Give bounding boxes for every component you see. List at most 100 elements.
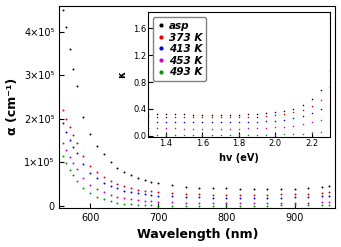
493 K	[108, 200, 113, 203]
413 K	[95, 177, 99, 180]
453 K	[183, 201, 188, 204]
493 K	[238, 204, 242, 207]
asp	[64, 26, 68, 29]
373 K	[136, 188, 140, 191]
493 K	[136, 203, 140, 206]
413 K	[129, 191, 133, 194]
413 K	[265, 196, 269, 199]
413 K	[102, 181, 106, 184]
373 K	[64, 117, 68, 120]
493 K	[170, 204, 174, 207]
453 K	[74, 167, 78, 170]
413 K	[197, 196, 201, 199]
413 K	[252, 196, 256, 199]
373 K	[88, 164, 92, 167]
493 K	[265, 204, 269, 207]
373 K	[211, 193, 215, 196]
413 K	[122, 189, 126, 192]
493 K	[279, 204, 283, 207]
453 K	[81, 177, 85, 180]
413 K	[115, 187, 119, 190]
493 K	[183, 204, 188, 207]
453 K	[64, 149, 68, 152]
493 K	[88, 192, 92, 195]
413 K	[183, 196, 188, 199]
413 K	[68, 138, 72, 141]
asp	[170, 184, 174, 187]
413 K	[279, 196, 283, 199]
asp	[115, 166, 119, 169]
373 K	[320, 191, 324, 194]
asp	[71, 67, 75, 70]
413 K	[143, 193, 147, 196]
493 K	[327, 203, 331, 206]
asp	[108, 161, 113, 164]
453 K	[211, 202, 215, 205]
453 K	[102, 191, 106, 194]
373 K	[71, 134, 75, 137]
413 K	[293, 196, 297, 199]
493 K	[129, 203, 133, 206]
493 K	[143, 204, 147, 207]
373 K	[156, 191, 160, 194]
asp	[149, 180, 153, 183]
453 K	[115, 195, 119, 198]
453 K	[108, 193, 113, 196]
493 K	[156, 204, 160, 207]
asp	[68, 48, 72, 51]
453 K	[88, 183, 92, 186]
413 K	[238, 196, 242, 199]
asp	[183, 185, 188, 188]
413 K	[88, 171, 92, 174]
493 K	[115, 201, 119, 204]
413 K	[156, 194, 160, 197]
453 K	[129, 198, 133, 201]
493 K	[81, 187, 85, 190]
413 K	[320, 195, 324, 198]
Line: asp: asp	[61, 8, 330, 191]
413 K	[149, 193, 153, 196]
373 K	[149, 190, 153, 193]
493 K	[224, 204, 228, 207]
413 K	[108, 184, 113, 187]
asp	[293, 187, 297, 190]
asp	[136, 177, 140, 180]
Y-axis label: α (cm⁻¹): α (cm⁻¹)	[5, 78, 18, 135]
413 K	[306, 195, 310, 198]
453 K	[68, 156, 72, 159]
453 K	[136, 199, 140, 202]
Line: 493 K: 493 K	[61, 154, 330, 208]
373 K	[265, 193, 269, 196]
asp	[61, 8, 65, 11]
373 K	[293, 193, 297, 196]
453 K	[122, 197, 126, 200]
493 K	[64, 162, 68, 165]
373 K	[238, 193, 242, 196]
493 K	[71, 174, 75, 177]
asp	[81, 115, 85, 118]
X-axis label: Wavelength (nm): Wavelength (nm)	[137, 228, 258, 242]
asp	[265, 187, 269, 190]
413 K	[61, 122, 65, 124]
493 K	[122, 202, 126, 205]
373 K	[279, 193, 283, 196]
453 K	[143, 199, 147, 202]
373 K	[74, 141, 78, 144]
asp	[122, 170, 126, 173]
453 K	[170, 201, 174, 204]
asp	[252, 187, 256, 190]
493 K	[149, 204, 153, 207]
asp	[102, 153, 106, 156]
asp	[224, 187, 228, 190]
453 K	[238, 202, 242, 205]
453 K	[61, 141, 65, 144]
493 K	[306, 204, 310, 207]
asp	[156, 182, 160, 185]
373 K	[143, 189, 147, 192]
493 K	[61, 154, 65, 157]
453 K	[265, 202, 269, 205]
413 K	[224, 196, 228, 199]
453 K	[224, 202, 228, 205]
413 K	[211, 196, 215, 199]
373 K	[102, 175, 106, 178]
